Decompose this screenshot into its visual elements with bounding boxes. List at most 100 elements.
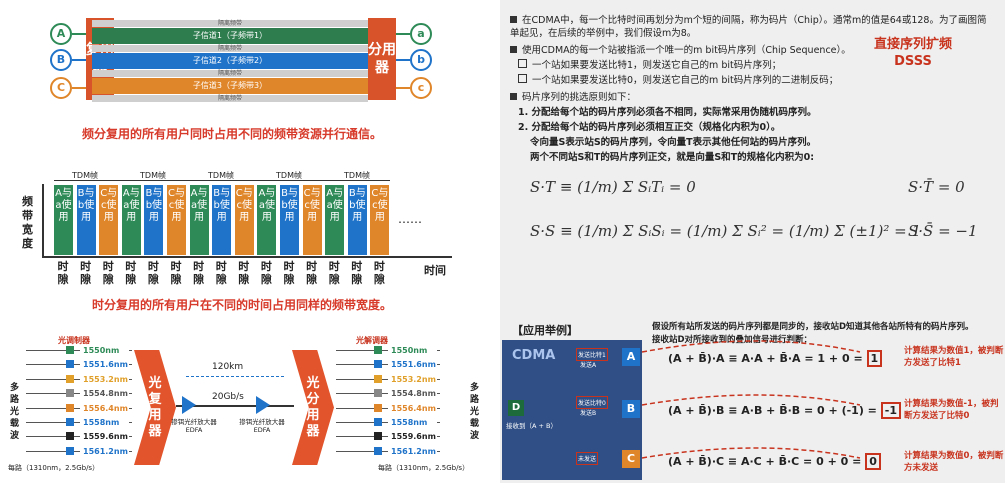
wdm-demux-label: 光分用器 <box>306 375 320 439</box>
tdm-frame-3: TDM帧 <box>190 170 252 181</box>
bullet-icon <box>510 46 517 53</box>
cdma-box-label: CDMA <box>512 348 556 363</box>
wdm-wavelength-label: 1554.8nm <box>80 388 129 400</box>
guard-band-4: 隔离频带 <box>92 95 368 102</box>
cdma-r2a: 令向量S表示站S的码片序列，令向量T表示其他任何站的码片序列。 <box>530 137 817 148</box>
user-a-circle: A <box>50 23 72 45</box>
fdm-demux-label: 分用器 <box>368 42 396 76</box>
cdma-p3-text: 码片序列的挑选原则如下： <box>522 92 637 103</box>
guard-band-1: 隔离频带 <box>92 20 368 27</box>
wdm-amp2: 掺铒光纤放大器 EDFA <box>239 418 285 434</box>
res2: 计算结果为数值-1，被判断方发送了比特0 <box>904 399 999 421</box>
wdm-line <box>26 378 132 380</box>
wdm-line <box>26 393 132 395</box>
eq1: (A + B̄)·A ≡ A·A + B̄·A = 1 + 0 = 1 <box>668 350 883 367</box>
wdm-demod-label: 光解调器 <box>356 336 388 345</box>
wdm-right-side: 多路光载波 <box>470 383 480 441</box>
fdm-demux: 分用器 <box>368 18 396 100</box>
eq1-result: 1 <box>866 350 883 367</box>
tdm-x-label: 时间 <box>424 264 446 277</box>
tdm-frame-1: TDM帧 <box>54 170 116 181</box>
tdm-slot: B与b使用 <box>347 185 367 255</box>
checkbox-icon <box>518 59 527 68</box>
wdm-modulator-icon <box>66 432 74 441</box>
send-a-tag: 发送比特1 <box>576 348 608 361</box>
tdm-frame-label: TDM帧 <box>72 171 98 180</box>
out-a-circle: a <box>410 23 432 45</box>
formula-st: S·T ≡ (1/m) Σ SᵢTᵢ = 0 <box>530 178 696 196</box>
cdma-sub2: 一个站如果要发送比特0，则发送它自己的m bit码片序列的二进制反码； <box>518 74 878 87</box>
checkbox-icon <box>518 74 527 83</box>
subchannel-2: 子信道2（子频带2） <box>92 53 368 69</box>
eq3-result: 0 <box>865 453 881 470</box>
wdm-each-left: 每路（1310nm，2.5Gb/s） <box>8 464 100 472</box>
res3: 计算结果为数值0，被判断方未发送 <box>904 451 1004 473</box>
left-panel: A B C 复用器 分用器 隔离频带 子信道1（子频带1） 隔离频带 子信道2（… <box>0 0 500 483</box>
edfa-1-icon <box>182 396 196 414</box>
wdm-modulator-icon <box>374 374 382 383</box>
example-desc1: 假设所有站所发送的码片序列都是同步的，接收站D知道其他各站所特有的码片序列。 <box>652 322 974 332</box>
tdm-slot-label: 时隙 <box>102 260 114 286</box>
user-c-circle: C <box>50 77 72 99</box>
tdm-x-axis <box>42 256 452 258</box>
cdma-box: CDMA D 接收到（A + B） <box>502 340 642 480</box>
tdm-slot-label: 时隙 <box>260 260 272 286</box>
tdm-slot: A与a使用 <box>257 185 277 255</box>
tdm-slot: A与a使用 <box>121 185 141 255</box>
wdm-rate: 20Gb/s <box>212 392 244 402</box>
wdm-wavelength-label: 1556.4nm <box>80 402 129 414</box>
wdm-wavelength-label: 1556.4nm <box>388 402 437 414</box>
tdm-frame-label: TDM帧 <box>208 171 234 180</box>
tdm-slot: B与b使用 <box>144 185 164 255</box>
tdm-slot: C与c使用 <box>234 185 254 255</box>
cdma-p1-text: 在CDMA中，每一个比特时间再划分为m个短的间隔，称为码片（Chip）。通常m的… <box>510 15 987 39</box>
station-a: A <box>622 348 640 366</box>
recv-label: 接收到（A + B） <box>506 422 557 430</box>
wdm-wavelength-label: 1561.2nm <box>80 445 129 457</box>
cdma-p1: 在CDMA中，每一个比特时间再划分为m个短的间隔，称为码片（Chip）。通常m的… <box>510 14 990 40</box>
wdm-modulator-icon <box>66 374 74 383</box>
wdm-line <box>26 450 132 452</box>
wdm-wavelength-label: 1559.6nm <box>388 431 437 443</box>
wdm-each-right: 每路（1310nm，2.5Gb/s） <box>378 464 470 472</box>
wdm-wavelength-label: 1551.6nm <box>80 359 129 371</box>
eq3: (A + B̄)·C ≡ A·C + B̄·C = 0 + 0 = 0 <box>668 453 881 470</box>
wdm-amp1: 掺铒光纤放大器 EDFA <box>171 418 217 434</box>
tdm-slot: B与b使用 <box>212 185 232 255</box>
res1: 计算结果为数值1，被判断方发送了比特1 <box>904 346 1004 368</box>
cdma-r1: 1. 分配给每个站的码片序列必须各不相同，实际常采用伪随机码序列。 <box>518 107 817 118</box>
guard-band-2: 隔离频带 <box>92 45 368 52</box>
tdm-slot-label: 时隙 <box>283 260 295 286</box>
tdm-slot-label: 时隙 <box>170 260 182 286</box>
eq1-text: (A + B̄)·A ≡ A·A + B̄·A = 1 + 0 = <box>668 352 863 365</box>
tdm-frame-ticks <box>54 180 390 181</box>
wdm-span-line <box>186 376 284 377</box>
tdm-frame-label: TDM帧 <box>140 171 166 180</box>
wdm-wavelength-label: 1553.2nm <box>80 373 129 385</box>
cdma-sub2-text: 一个站如果要发送比特0，则发送它自己的m bit码片序列的二进制反码； <box>532 75 839 86</box>
tdm-frame-label: TDM帧 <box>344 171 370 180</box>
cdma-r2: 2. 分配给每个站的码片序列必须相互正交（规格化内积为0）。 <box>518 122 781 133</box>
tdm-slot: B与b使用 <box>280 185 299 255</box>
wdm-line <box>26 364 132 366</box>
tdm-slot-label: 时隙 <box>57 260 69 286</box>
wdm-mux-label: 光复用器 <box>148 375 162 439</box>
user-b-circle: B <box>50 49 72 71</box>
tdm-frame-5: TDM帧 <box>326 170 388 181</box>
wdm-mod-label: 光调制器 <box>58 336 90 345</box>
eq3-text: (A + B̄)·C ≡ A·C + B̄·C = 0 + 0 = <box>668 455 862 468</box>
wdm-modulator-icon <box>374 446 382 455</box>
tdm-slot: A与a使用 <box>325 185 345 255</box>
send-b-tag: 发送比特0 <box>576 396 608 409</box>
wdm-line <box>26 407 132 409</box>
example-desc2: 接收站D对所接收到的叠加信号进行判断： <box>652 335 813 345</box>
wdm-line <box>26 350 132 351</box>
tdm-frame-4: TDM帧 <box>258 170 320 181</box>
wdm-modulator-icon <box>66 346 74 354</box>
tdm-y-axis <box>42 184 44 258</box>
wdm-modulator-icon <box>66 403 74 412</box>
wdm-demux: 光分用器 <box>292 350 334 465</box>
right-panel: 在CDMA中，每一个比特时间再划分为m个短的间隔，称为码片（Chip）。通常m的… <box>500 0 1005 483</box>
eq2-result: -1 <box>880 402 901 419</box>
station-c: C <box>622 450 640 468</box>
